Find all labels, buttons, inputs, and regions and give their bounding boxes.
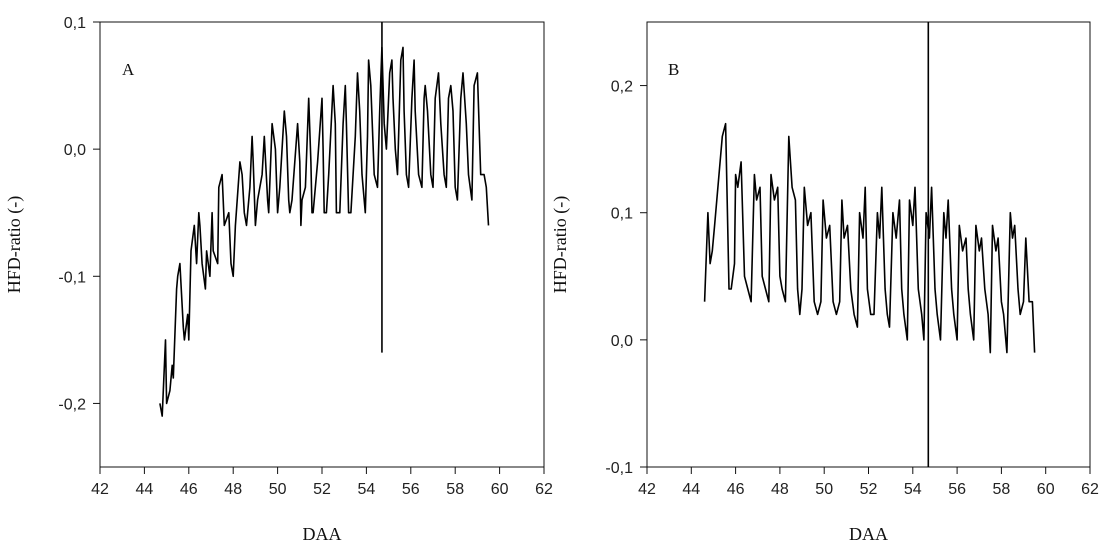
panel-b-x-tick-label: 52 bbox=[860, 481, 878, 498]
panel-b-y-axis-title: HFD-ratio (-) bbox=[550, 196, 571, 293]
panel-b-x-axis-title: DAA bbox=[849, 524, 888, 544]
panel-a-chart: 42 44 46 48 50 52 54 56 58 60 62 -0,2 -0,1 0,0 0,1 DAA H… bbox=[4, 15, 553, 544]
panel-b-x-tick-label: 48 bbox=[771, 481, 789, 498]
panel-a-y-tick-label: 0,1 bbox=[64, 15, 86, 32]
panel-a-x-tick-label: 54 bbox=[358, 481, 376, 498]
panel-a-x-tick-label: 46 bbox=[180, 481, 198, 498]
panel-a-panel-label: A bbox=[122, 60, 135, 79]
panel-a-x-tick-label: 42 bbox=[91, 481, 109, 498]
panel-b-panel-label: B bbox=[668, 60, 679, 79]
panel-a-y-tick-label: -0,1 bbox=[58, 269, 86, 286]
panel-b-y-tick-label: 0,1 bbox=[611, 206, 633, 223]
panel-a-series-line bbox=[159, 46, 490, 417]
panel-a-x-tick-label: 44 bbox=[136, 481, 154, 498]
panel-b-x-tick-label: 62 bbox=[1081, 481, 1099, 498]
panel-a-x-tick-label: 50 bbox=[269, 481, 287, 498]
panel-b-y-tick-label: -0,1 bbox=[605, 460, 633, 477]
panel-a-y-tick-label: 0,0 bbox=[64, 142, 86, 159]
panel-a-x-tick-label: 58 bbox=[446, 481, 464, 498]
panel-b-chart: 42 44 46 48 50 52 54 56 58 60 62 -0,1 0,0 0,1 0,2 DAA HF… bbox=[550, 21, 1099, 544]
panel-b-x-tick-label: 60 bbox=[1037, 481, 1055, 498]
panel-a-x-tick-label: 56 bbox=[402, 481, 420, 498]
panel-b-x-tick-label: 46 bbox=[727, 481, 745, 498]
panel-a-y-axis-title: HFD-ratio (-) bbox=[4, 196, 25, 293]
panel-b-x-tick-label: 56 bbox=[948, 481, 966, 498]
panel-a-y-tick-label: -0,2 bbox=[58, 396, 86, 413]
panel-b-series-line bbox=[703, 122, 1036, 354]
panel-b-x-tick-label: 50 bbox=[815, 481, 833, 498]
panel-b-x-tick-label: 44 bbox=[682, 481, 700, 498]
panel-a-x-tick-label: 52 bbox=[313, 481, 331, 498]
panel-b-x-tick-label: 42 bbox=[638, 481, 656, 498]
panel-b-x-tick-label: 54 bbox=[904, 481, 922, 498]
panel-b-y-tick-label: 0,0 bbox=[611, 333, 633, 350]
panel-b-x-tick-label: 58 bbox=[993, 481, 1011, 498]
panel-a-x-tick-label: 60 bbox=[491, 481, 509, 498]
panel-a-x-tick-label: 48 bbox=[224, 481, 242, 498]
panel-b-y-tick-label: 0,2 bbox=[611, 79, 633, 96]
panel-a-x-tick-label: 62 bbox=[535, 481, 553, 498]
panel-a-x-axis-title: DAA bbox=[303, 524, 342, 544]
